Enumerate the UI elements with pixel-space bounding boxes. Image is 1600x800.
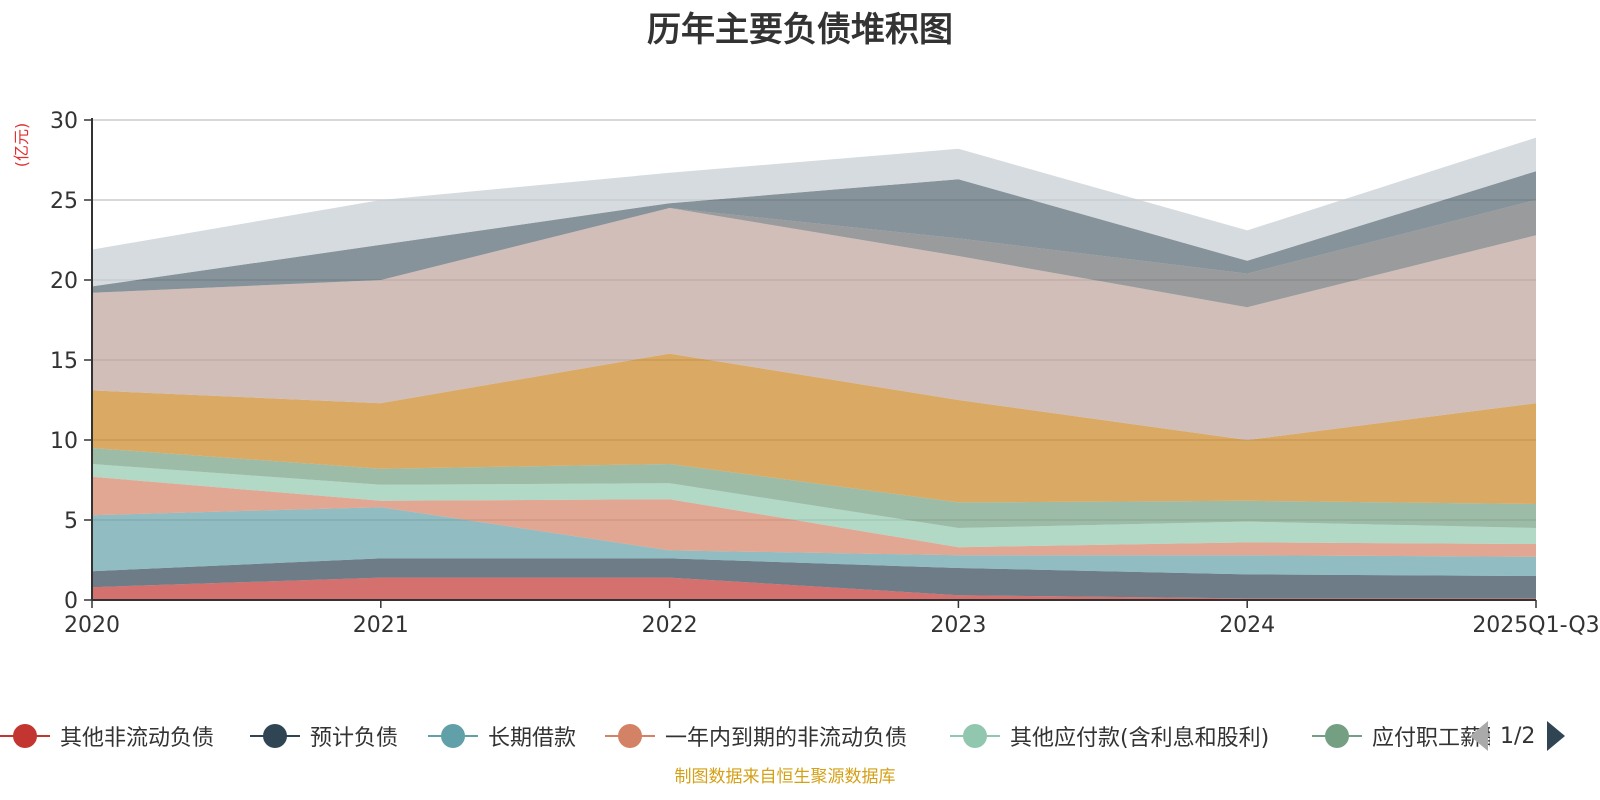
- legend-next-page-icon[interactable]: [1547, 721, 1566, 751]
- legend-item[interactable]: 预计负债: [250, 718, 398, 754]
- area-series-2: [92, 507, 1536, 576]
- legend-label: 预计负债: [310, 726, 399, 751]
- legend-marker-icon: [1312, 718, 1362, 754]
- y-tick-label: 5: [64, 509, 78, 534]
- area-series-0: [92, 577, 1536, 600]
- legend: 其他非流动负债 预计负债 长期借款 一年内到期的非流动负债 其他应付款(含利息和股利) 应…: [0, 718, 1490, 754]
- x-tick-label: 2022: [642, 613, 698, 638]
- y-tick-label: 10: [50, 429, 78, 454]
- y-tick-label: 15: [50, 349, 78, 374]
- legend-marker-icon: [428, 718, 478, 754]
- area-series-3: [92, 476, 1536, 557]
- y-tick-label: 20: [50, 269, 78, 294]
- legend-label: 一年内到期的非流动负债: [665, 726, 908, 751]
- legend-prev-page-icon[interactable]: [1470, 721, 1488, 751]
- legend-item[interactable]: 其他应付款(含利息和股利): [950, 718, 1269, 754]
- legend-marker-icon: [605, 718, 655, 754]
- chart-plot: 0 5 10 15 20 25 30 2020 2021 2022 2023 2024 2025Q1-Q…: [50, 109, 1600, 638]
- area-series-1: [92, 558, 1536, 599]
- legend-label: 长期借款: [488, 726, 577, 751]
- chart-title: 历年主要负债堆积图: [647, 10, 953, 50]
- legend-label: 其他应付款(含利息和股利): [1010, 726, 1270, 751]
- area-series-10: [92, 137, 1536, 287]
- legend-marker-icon: [0, 718, 50, 754]
- y-tick-label: 25: [50, 189, 78, 214]
- legend-marker-icon: [250, 718, 300, 754]
- area-layer: [92, 137, 1536, 600]
- x-tick-label: 2020: [64, 613, 120, 638]
- area-series-7: [92, 208, 1536, 440]
- x-tick-label: 2025Q1-Q3: [1472, 613, 1599, 638]
- legend-marker-icon: [950, 718, 1000, 754]
- axis-layer: 0 5 10 15 20 25 30 2020 2021 2022 2023 2024 2025Q1-Q…: [50, 109, 1600, 638]
- legend-item[interactable]: 其他非流动负债: [0, 718, 214, 754]
- legend-item[interactable]: 一年内到期的非流动负债: [605, 718, 907, 754]
- x-tick-label: 2023: [930, 613, 986, 638]
- area-series-9: [92, 171, 1536, 293]
- y-tick-label: 30: [50, 109, 78, 134]
- legend-item[interactable]: 长期借款: [428, 718, 576, 754]
- x-tick-label: 2021: [353, 613, 409, 638]
- y-tick-label: 0: [64, 589, 78, 614]
- source-note: 制图数据来自恒生聚源数据库: [674, 767, 896, 787]
- area-series-8: [92, 200, 1536, 308]
- area-series-6: [92, 353, 1536, 504]
- x-tick-label: 2024: [1219, 613, 1275, 638]
- area-series-5: [92, 448, 1536, 528]
- legend-pager: 1/2: [1470, 718, 1566, 754]
- legend-label: 其他非流动负债: [60, 726, 215, 751]
- legend-page-indicator: 1/2: [1500, 723, 1536, 749]
- legend-item[interactable]: 应付职工薪酬: [1312, 718, 1490, 754]
